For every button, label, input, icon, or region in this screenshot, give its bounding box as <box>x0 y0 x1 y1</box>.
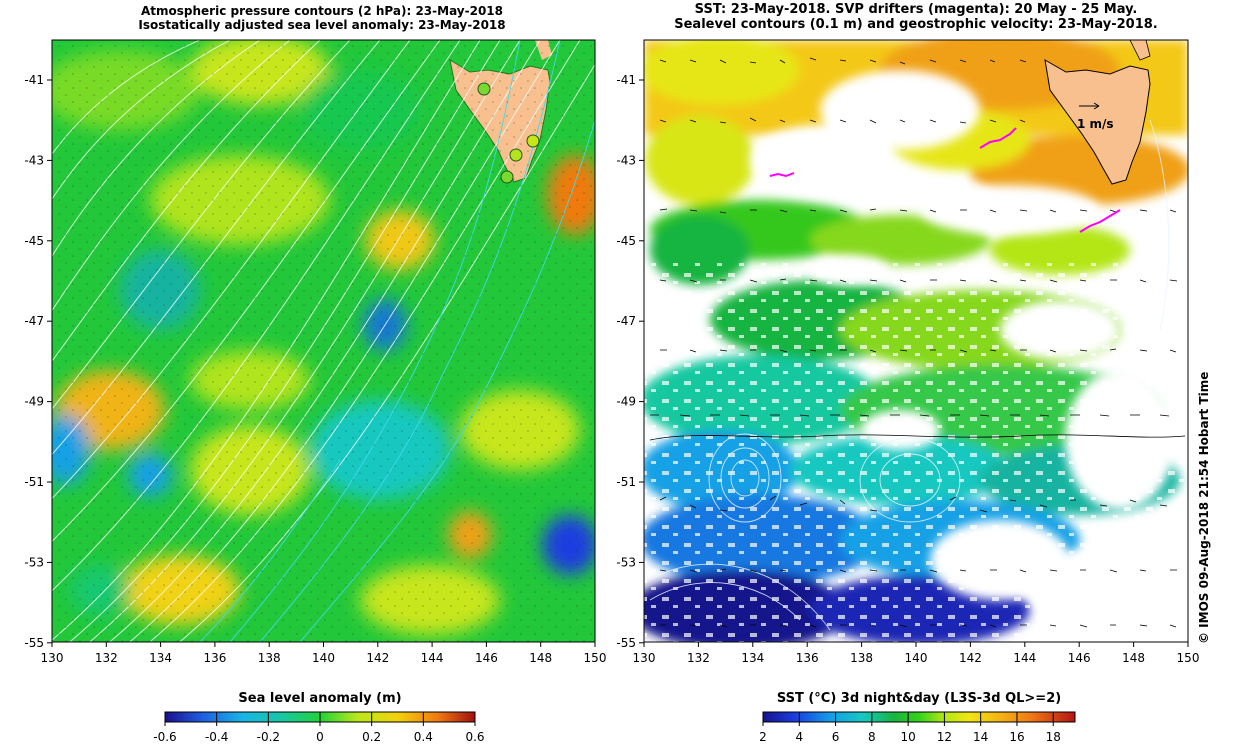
sla-colorbar-tick-label: 0.2 <box>362 730 381 744</box>
tide-gauge-marker <box>526 134 540 148</box>
sla-colorbar-tick-label: 0 <box>316 730 324 744</box>
left-lon-tick-label: 136 <box>203 651 226 665</box>
left-lat-tick-label: -51 <box>24 475 44 489</box>
drifter-track <box>1079 209 1121 233</box>
right-lat-tick-label: -49 <box>616 395 636 409</box>
colorbar-ticks: -0.6 -0.4 -0.2 0 0.2 0.4 0.6 2 4 6 8 10 12 14 16 18 <box>153 712 1061 744</box>
left-lat-tick-label: -41 <box>24 73 44 87</box>
left-title-line2: Isostatically adjusted sea level anomaly… <box>138 18 506 32</box>
sst-colorbar-tick-label: 14 <box>973 730 988 744</box>
right-lon-tick-label: 146 <box>1068 651 1091 665</box>
sst-colorbar-tick-label: 8 <box>868 730 876 744</box>
left-lon-tick-label: 140 <box>312 651 335 665</box>
sst-colorbar-tick-label: 12 <box>937 730 952 744</box>
left-lon-tick-label: 142 <box>366 651 389 665</box>
sla-colorbar-tick-label: -0.4 <box>205 730 228 744</box>
left-lat-tick-label: -53 <box>24 555 44 569</box>
velocity-scale <box>1079 102 1100 110</box>
sst-colorbar-tick-label: 16 <box>1009 730 1024 744</box>
right-title-line2: Sealevel contours (0.1 m) and geostrophi… <box>674 17 1158 32</box>
right-lat-tick-label: -51 <box>616 475 636 489</box>
sst-colorbar-tick-label: 4 <box>795 730 803 744</box>
tide-gauge-marker <box>500 170 514 184</box>
left-lat-tick-label: -49 <box>24 395 44 409</box>
right-lon-tick-label: 142 <box>959 651 982 665</box>
right-lat-tick-label: -47 <box>616 314 636 328</box>
right-lat-tick-label: -41 <box>616 73 636 87</box>
drifter-track <box>769 172 795 178</box>
velocity-arrows <box>649 57 1186 628</box>
left-title-line1: Atmospheric pressure contours (2 hPa): 2… <box>140 4 503 18</box>
sst-colorbar-tick-label: 2 <box>759 730 767 744</box>
velocity-scale-label: 1 m/s <box>1077 117 1114 131</box>
sst-map <box>644 40 1188 642</box>
left-lon-tick-label: 150 <box>584 651 607 665</box>
sst-colorbar-tick-label: 18 <box>1046 730 1061 744</box>
sla-colorbar-tick-label: -0.6 <box>153 730 176 744</box>
right-lon-tick-label: 134 <box>741 651 764 665</box>
right-lon-tick-label: 150 <box>1177 651 1200 665</box>
right-lat-tick-label: -43 <box>616 153 636 167</box>
right-lon-tick-label: 140 <box>905 651 928 665</box>
sla-colorbar-tick-label: -0.2 <box>257 730 280 744</box>
left-lon-tick-label: 134 <box>149 651 172 665</box>
left-lon-tick-label: 138 <box>258 651 281 665</box>
left-lat-tick-label: -55 <box>24 636 44 650</box>
left-lon-tick-label: 144 <box>421 651 444 665</box>
left-lon-tick-label: 132 <box>95 651 118 665</box>
sst-legend-title: SST (°C) 3d night&day (L3S-3d QL>=2) <box>776 691 1062 706</box>
tide-gauge-markers <box>477 82 540 184</box>
left-lon-tick-label: 130 <box>41 651 64 665</box>
imos-credit: © IMOS 09-Aug-2018 21:54 Hobart Time <box>1197 371 1211 644</box>
left-lat-tick-label: -45 <box>24 234 44 248</box>
right-lat-tick-label: -55 <box>616 636 636 650</box>
svp-drifter-tracks <box>769 127 1121 233</box>
right-lon-tick-label: 138 <box>850 651 873 665</box>
right-lon-tick-label: 130 <box>633 651 656 665</box>
right-lat-tick-label: -53 <box>616 555 636 569</box>
sla-map <box>52 40 595 642</box>
left-lat-tick-label: -43 <box>24 153 44 167</box>
right-lon-tick-label: 136 <box>796 651 819 665</box>
left-title: Atmospheric pressure contours (2 hPa): 2… <box>52 4 592 32</box>
right-title-line1: SST: 23-May-2018. SVP drifters (magenta)… <box>694 2 1138 17</box>
right-title: SST: 23-May-2018. SVP drifters (magenta)… <box>644 2 1188 32</box>
sla-legend-title: Sea level anomaly (m) <box>238 691 402 706</box>
sst-colorbar <box>762 711 1076 723</box>
left-lon-tick-label: 146 <box>475 651 498 665</box>
tide-gauge-marker <box>477 82 491 96</box>
sst-colorbar-tick-label: 10 <box>900 730 915 744</box>
tasmania-land-right <box>1044 59 1151 185</box>
right-lon-tick-label: 148 <box>1122 651 1145 665</box>
sst-colorbar-tick-label: 6 <box>832 730 840 744</box>
right-lat-tick-label: -45 <box>616 234 636 248</box>
drifter-track <box>979 127 1017 149</box>
tide-gauge-marker <box>509 148 523 162</box>
sla-colorbar-tick-label: 0.4 <box>414 730 433 744</box>
left-lon-tick-label: 148 <box>529 651 552 665</box>
left-lat-tick-label: -47 <box>24 314 44 328</box>
sla-colorbar-tick-label: 0.6 <box>465 730 484 744</box>
right-lon-tick-label: 132 <box>687 651 710 665</box>
right-lon-tick-label: 144 <box>1013 651 1036 665</box>
